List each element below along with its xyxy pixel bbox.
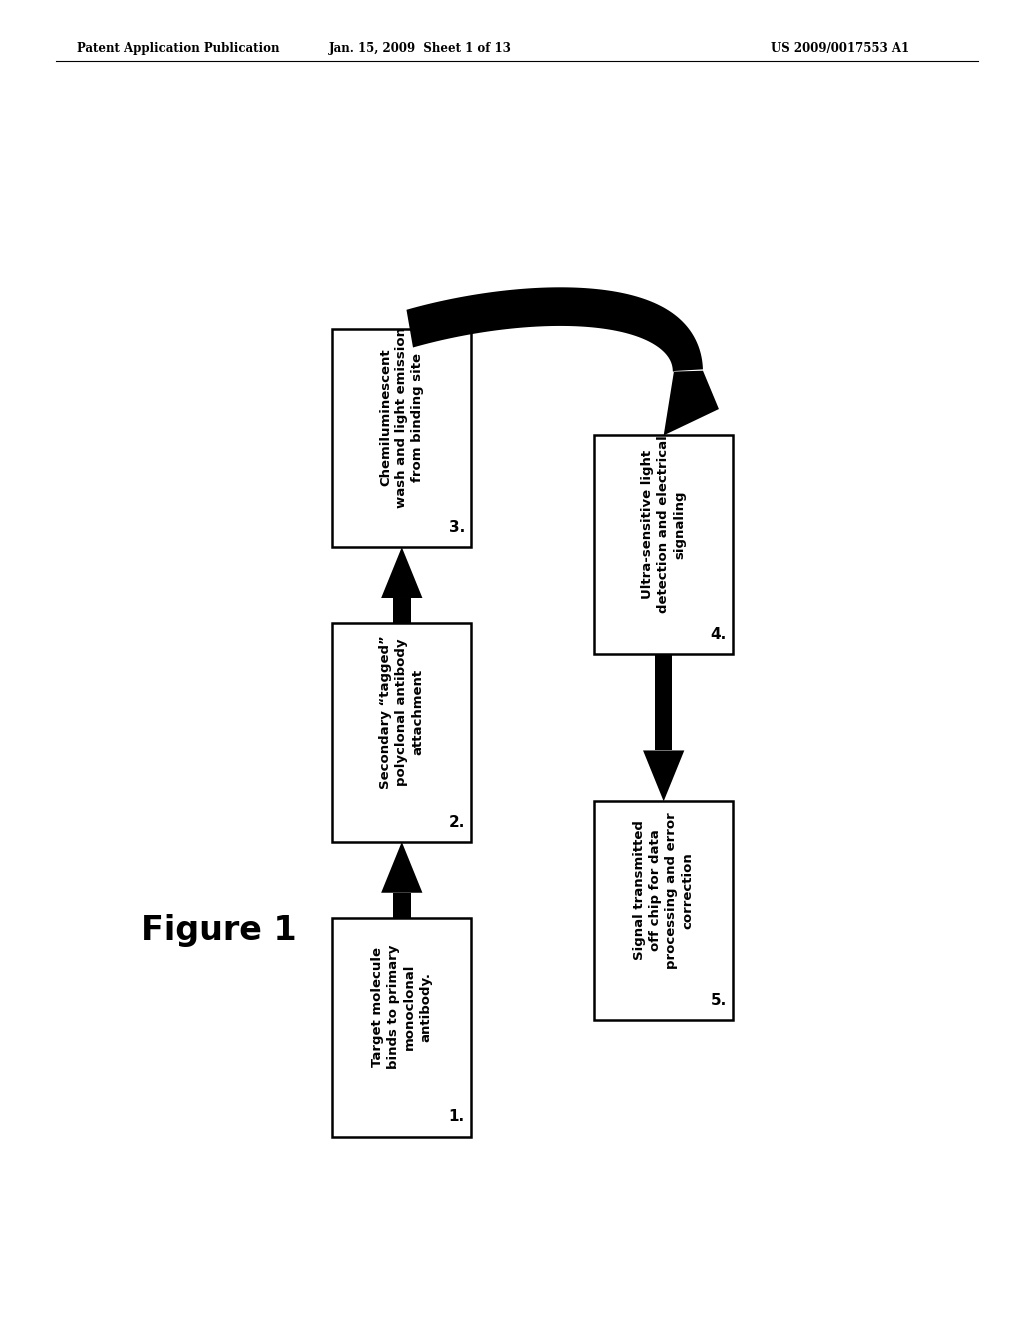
Polygon shape [655,653,673,751]
FancyBboxPatch shape [333,919,471,1137]
FancyBboxPatch shape [333,329,471,548]
Polygon shape [381,842,423,892]
Polygon shape [407,288,702,371]
Text: US 2009/0017553 A1: US 2009/0017553 A1 [771,42,908,55]
Text: Jan. 15, 2009  Sheet 1 of 13: Jan. 15, 2009 Sheet 1 of 13 [329,42,511,55]
Text: 2.: 2. [449,814,465,830]
FancyBboxPatch shape [333,623,471,842]
Text: Ultra-sensitive light
detection and electrical
signaling: Ultra-sensitive light detection and elec… [641,436,686,614]
Text: Target molecule
binds to primary
monoclonal
antibody.: Target molecule binds to primary monoclo… [372,945,432,1069]
Text: Patent Application Publication: Patent Application Publication [77,42,280,55]
Text: 5.: 5. [711,993,727,1007]
Polygon shape [393,598,411,623]
Text: 1.: 1. [449,1110,465,1125]
Text: 3.: 3. [449,520,465,535]
Polygon shape [393,892,411,919]
FancyBboxPatch shape [594,436,733,653]
Polygon shape [381,548,423,598]
Text: Signal transmitted
off chip for data
processing and error
correction: Signal transmitted off chip for data pro… [633,812,694,969]
Text: Secondary “tagged”
polyclonal antibody
attachment: Secondary “tagged” polyclonal antibody a… [379,635,424,789]
Text: Figure 1: Figure 1 [141,915,297,948]
Text: 4.: 4. [711,627,727,642]
Polygon shape [643,751,684,801]
Polygon shape [664,362,719,436]
Text: Chemiluminescent
wash and light emission
from binding site: Chemiluminescent wash and light emission… [379,327,424,508]
FancyBboxPatch shape [594,801,733,1020]
